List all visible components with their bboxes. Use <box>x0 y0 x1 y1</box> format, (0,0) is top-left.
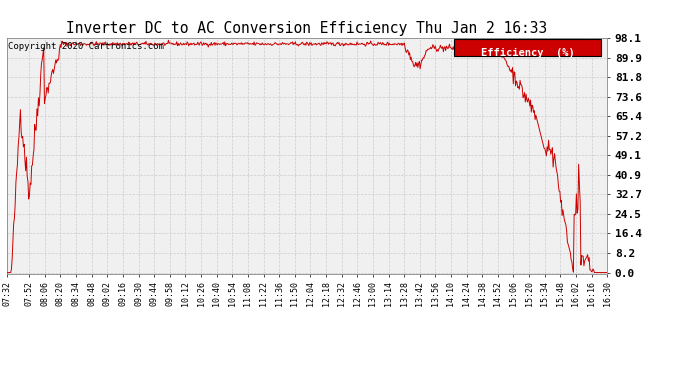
Text: Copyright 2020 Cartronics.com: Copyright 2020 Cartronics.com <box>8 42 164 51</box>
Title: Inverter DC to AC Conversion Efficiency Thu Jan 2 16:33: Inverter DC to AC Conversion Efficiency … <box>66 21 548 36</box>
FancyBboxPatch shape <box>454 39 601 56</box>
Text: Efficiency  (%): Efficiency (%) <box>481 48 575 58</box>
